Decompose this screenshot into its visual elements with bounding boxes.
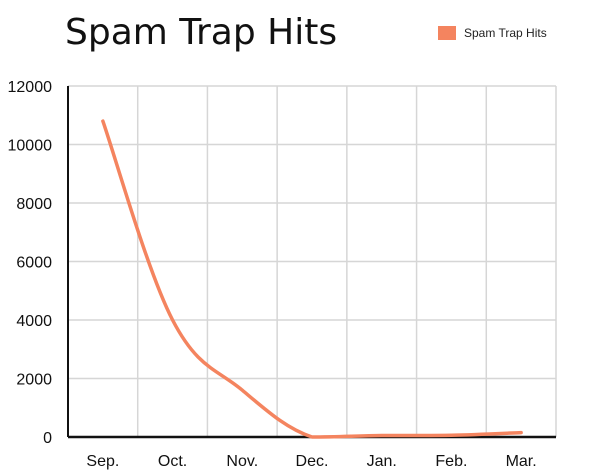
y-tick-label: 4000 [16,313,52,330]
y-tick-label: 8000 [16,196,52,213]
grid-lines [68,85,557,437]
y-tick-label: 0 [43,430,52,447]
y-tick-label: 2000 [16,372,52,389]
y-tick-labels: 0 2000 4000 6000 8000 10000 12000 [8,79,53,447]
x-tick-label: Jan. [367,453,397,470]
legend-swatch [438,26,456,40]
legend-label: Spam Trap Hits [464,26,547,40]
chart-title: Spam Trap Hits [65,12,338,53]
x-tick-label: Sep. [86,453,119,470]
x-tick-label: Feb. [435,453,467,470]
x-tick-labels: Sep. Oct. Nov. Dec. Jan. Feb. Mar. [86,453,536,470]
x-tick-label: Nov. [226,453,258,470]
y-tick-label: 12000 [8,79,53,96]
x-tick-label: Mar. [506,453,537,470]
series-line [101,119,523,439]
series-lines [101,119,523,439]
y-tick-label: 6000 [16,255,52,272]
legend: Spam Trap Hits [438,26,547,40]
y-tick-label: 10000 [8,138,53,155]
x-tick-label: Oct. [158,453,187,470]
x-tick-label: Dec. [296,453,329,470]
